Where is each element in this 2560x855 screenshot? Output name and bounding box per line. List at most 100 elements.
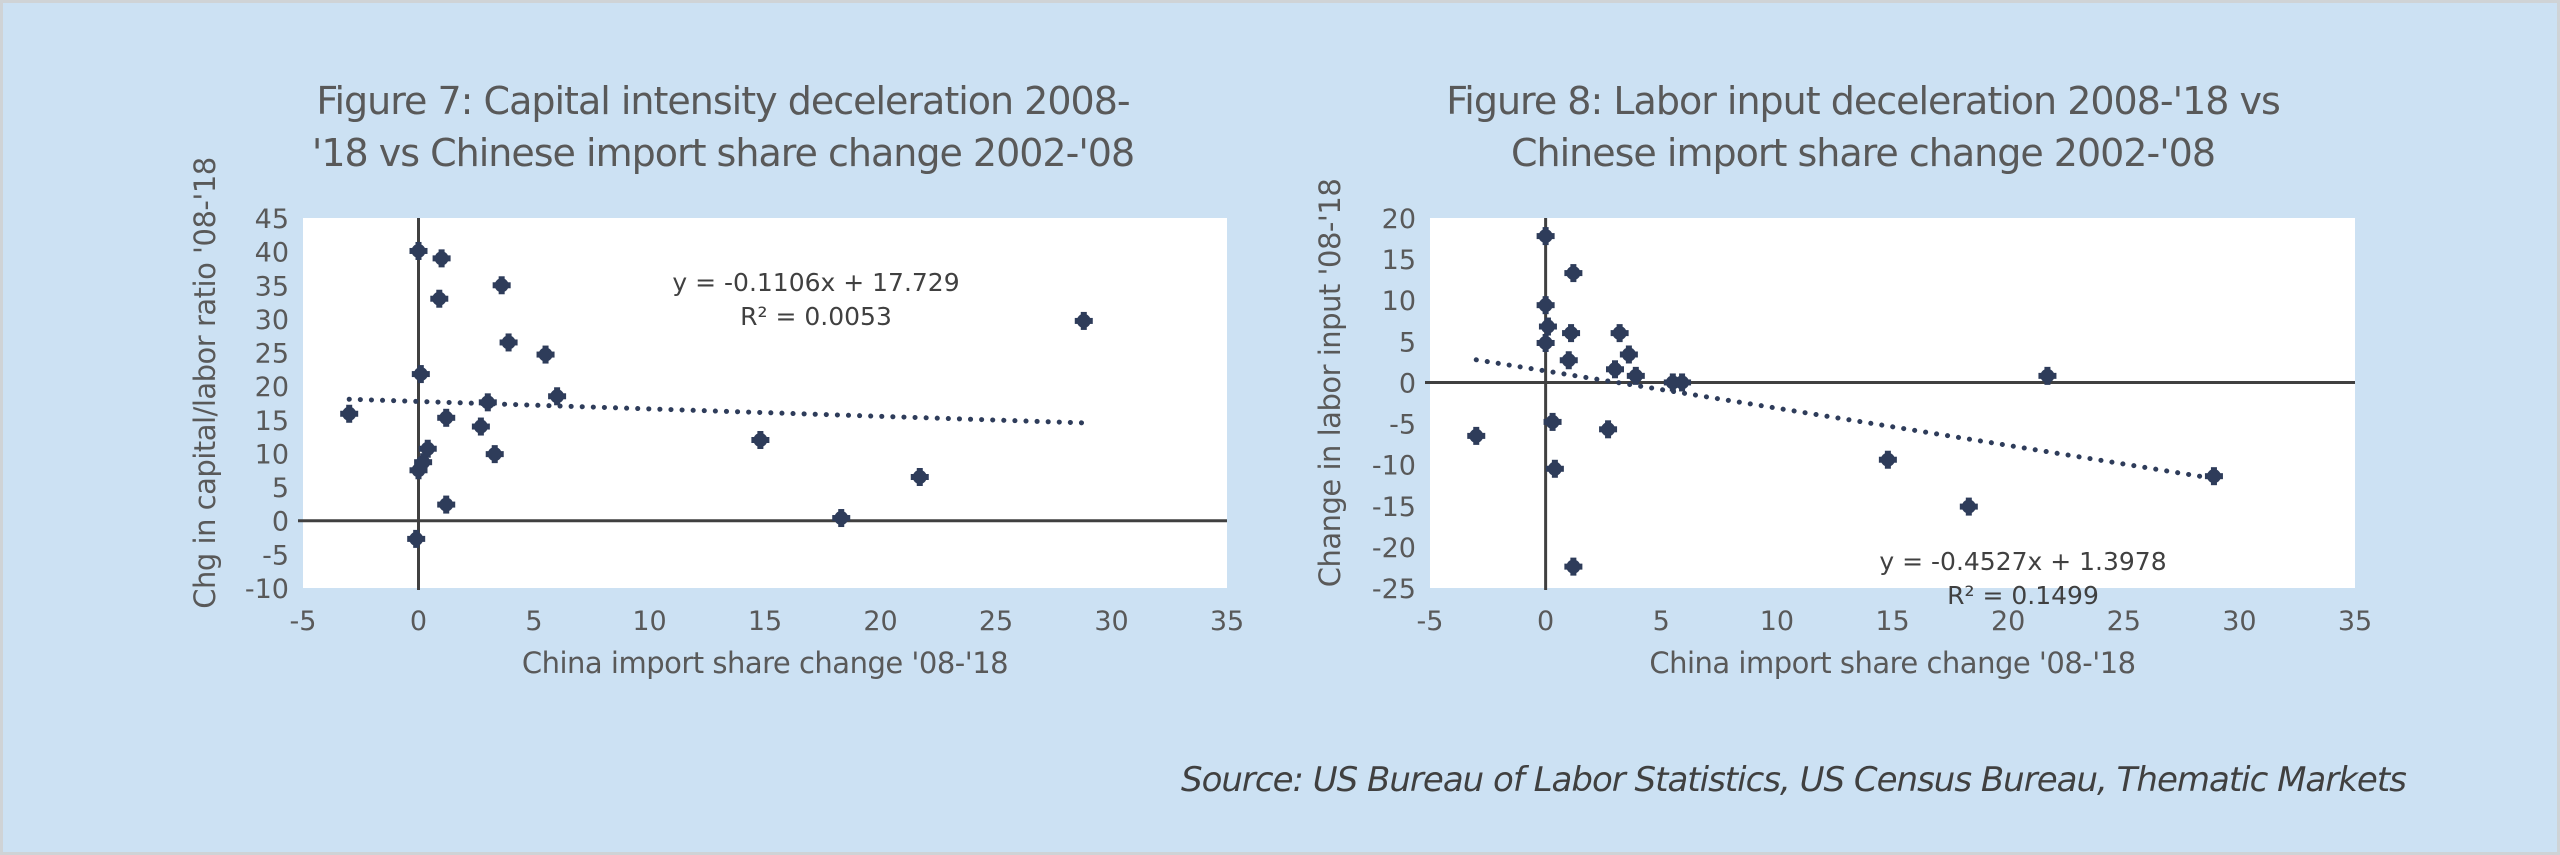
fig7-data-point-marker-h [910, 474, 929, 480]
fig7-data-point-marker-h [536, 351, 555, 358]
fig7-trendline [346, 396, 1087, 426]
fig8-data-point-marker-h [1626, 372, 1645, 379]
fig8-data-point [2038, 366, 2057, 385]
fig8-x-axis-label: China import share change '08-'18 [1649, 646, 2135, 680]
fig8-y-tick-label: -15 [1372, 492, 1416, 523]
fig7-data-point-marker-h [437, 414, 456, 421]
fig7-data-point-marker-h [478, 399, 497, 406]
fig7-data-point [430, 289, 449, 308]
fig8-y-tick-label: -20 [1372, 533, 1416, 564]
fig8-y-tick-label: 10 [1382, 286, 1416, 317]
fig8-data-point-marker-h [1959, 503, 1978, 510]
figure-7-title: Figure 7: Capital intensity deceleration… [203, 75, 1243, 179]
fig8-y-tick-label: -10 [1372, 451, 1416, 482]
fig8-data-point [1559, 351, 1578, 370]
fig7-data-point [340, 404, 359, 423]
fig8-data-point-marker-h [1545, 465, 1564, 472]
fig7-y-tick-label: 35 [255, 271, 289, 302]
fig7-data-point [910, 468, 929, 486]
fig7-data-point-marker-h [548, 393, 567, 400]
fig7-y-tick-label: 0 [272, 507, 289, 538]
fig7-y-tick-label: 10 [255, 439, 289, 470]
fig7-data-point [1074, 311, 1093, 330]
fig7-x-tick-label: 35 [1210, 606, 1244, 637]
fig7-data-point-marker-h [414, 459, 433, 466]
fig7-x-tick-label: 30 [1094, 606, 1128, 637]
fig8-data-point-marker-h [2038, 372, 2057, 379]
fig7-data-point-marker-h [411, 371, 430, 378]
fig8-r-squared: R² = 0.1499 [1947, 581, 2099, 610]
fig8-data-point [1562, 324, 1581, 343]
fig7-y-tick-label: 45 [255, 204, 289, 235]
fig8-data-point [1467, 426, 1486, 445]
fig8-y-tick-label: -25 [1372, 574, 1416, 605]
fig8-y-tick-label: -5 [1389, 410, 1416, 441]
fig8-data-point-marker-h [1467, 432, 1486, 439]
fig8-data-point [1536, 227, 1555, 246]
fig8-data-point-marker-h [1673, 379, 1692, 386]
fig8-data-point-marker-h [1599, 426, 1618, 433]
fig8-data-point [1878, 450, 1897, 469]
fig7-plot-area [303, 218, 1227, 588]
fig8-y-tick-label: 15 [1382, 245, 1416, 276]
fig7-y-tick-label: -10 [245, 574, 289, 605]
fig7-data-point-marker-h [432, 255, 451, 262]
fig7-y-tick-label: 40 [255, 238, 289, 269]
fig8-trendline [1473, 357, 2217, 482]
fig8-x-tick-label: 25 [2107, 606, 2141, 637]
fig7-x-tick-label: 25 [979, 606, 1013, 637]
figure-8-title-line1: Figure 8: Labor input deceleration 2008-… [1446, 79, 2281, 123]
fig8-data-point-marker-h [1606, 366, 1624, 373]
fig7-y-tick-label: 30 [255, 305, 289, 336]
fig8-data-point-marker-h [2204, 473, 2223, 480]
fig8-data-point [1606, 360, 1624, 379]
fig8-data-point [1599, 420, 1618, 439]
fig7-data-point [492, 276, 511, 295]
fig8-x-tick-label: 10 [1760, 606, 1794, 637]
fig7-data-point [499, 333, 518, 352]
fig8-data-point-marker-h [1878, 456, 1897, 463]
fig8-data-point [1673, 373, 1692, 392]
fig8-data-point [1536, 296, 1555, 315]
fig8-y-tick-label: 20 [1382, 204, 1416, 235]
fig7-x-tick-label: -5 [290, 606, 317, 637]
fig7-data-point [437, 408, 456, 427]
fig7-data-point [478, 393, 497, 412]
fig7-data-point [409, 241, 428, 260]
figure-7-title-line2: '18 vs Chinese import share change 2002-… [311, 131, 1135, 175]
fig7-data-point-marker-h [832, 515, 851, 522]
fig8-x-tick-label: 5 [1653, 606, 1670, 637]
fig8-data-point-marker-h [1536, 233, 1555, 240]
fig8-x-tick-label: 30 [2222, 606, 2256, 637]
fig8-x-tick-label: 15 [1875, 606, 1909, 637]
fig7-data-point [411, 365, 430, 384]
fig8-data-point [1536, 333, 1555, 352]
fig8-x-tick-label: -5 [1417, 606, 1444, 637]
fig8-data-point-marker-h [1538, 323, 1557, 330]
fig8-data-point [1564, 264, 1583, 283]
fig8-data-point [1626, 366, 1645, 385]
fig7-data-point [548, 387, 567, 406]
fig8-data-point-marker-h [1543, 418, 1562, 425]
figure-8-title: Figure 8: Labor input deceleration 2008-… [1343, 75, 2383, 179]
fig7-data-point [407, 529, 426, 548]
fig8-data-point [1619, 345, 1638, 364]
fig7-y-tick-label: 5 [272, 473, 289, 504]
fig7-y-axis-label: Chg in capital/labor ratio '08-'18 [188, 157, 222, 608]
fig8-trend-equation: y = -0.4527x + 1.3978 [1879, 547, 2166, 576]
fig7-x-axis-label: China import share change '08-'18 [522, 646, 1008, 680]
fig8-data-point [1543, 412, 1562, 431]
fig7-y-tick-label: 15 [255, 406, 289, 437]
fig7-y-tick-label: 20 [255, 372, 289, 403]
fig7-data-point-marker-h [437, 501, 456, 508]
fig8-y-tick-label: 5 [1399, 327, 1416, 358]
source-note: Source: US Bureau of Labor Statistics, U… [1181, 760, 2407, 800]
fig8-data-point-marker-h [1536, 339, 1555, 346]
fig7-data-point [437, 495, 456, 514]
fig8-data-point [1545, 459, 1564, 478]
fig8-data-point-marker-h [1663, 379, 1682, 386]
fig7-x-tick-label: 0 [410, 606, 427, 637]
fig7-data-point-marker-h [751, 437, 770, 443]
